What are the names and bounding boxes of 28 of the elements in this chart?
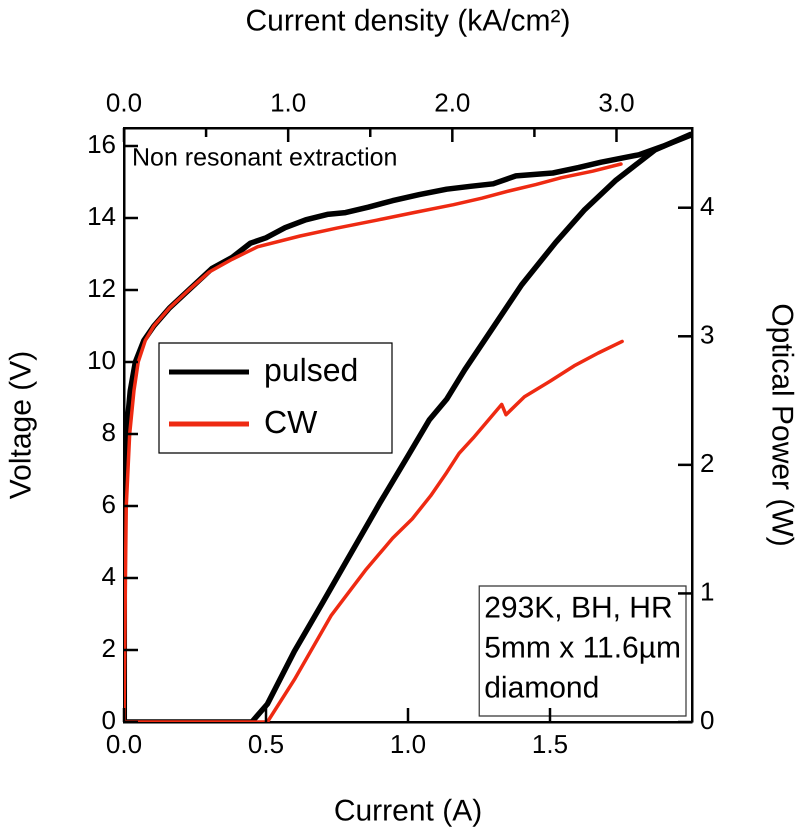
x2-tick-label: 0.0 bbox=[106, 88, 142, 118]
legend-label: pulsed bbox=[264, 352, 358, 388]
y-tick-label: 14 bbox=[87, 201, 116, 232]
x-tick-label: 0.5 bbox=[248, 728, 284, 759]
x2-axis-title: Current density (kA/cm²) bbox=[245, 4, 571, 38]
x2-tick-label: 3.0 bbox=[598, 88, 635, 118]
y2-axis-title: Optical Power (W) bbox=[766, 303, 799, 547]
annotation: Non resonant extraction bbox=[132, 143, 398, 172]
x2-tick-label: 2.0 bbox=[434, 88, 470, 118]
y-tick-label: 12 bbox=[87, 273, 116, 304]
y2-tick-label: 0 bbox=[700, 705, 714, 736]
y-tick-label: 6 bbox=[102, 489, 116, 520]
x-tick-label: 1.0 bbox=[390, 728, 426, 759]
x2-tick-label: 1.0 bbox=[270, 88, 306, 118]
y-tick-label: 2 bbox=[102, 633, 116, 664]
x-axis-title: Current (A) bbox=[334, 794, 482, 828]
y-axis-title: Voltage (V) bbox=[4, 350, 38, 500]
y2-tick-label: 3 bbox=[700, 319, 714, 350]
y2-tick-label: 1 bbox=[700, 576, 714, 607]
y-tick-label: 8 bbox=[102, 417, 116, 448]
y2-tick-label: 4 bbox=[700, 190, 714, 221]
y2-tick-label: 2 bbox=[700, 448, 714, 478]
legend-label: CW bbox=[264, 404, 318, 440]
y-tick-label: 16 bbox=[87, 129, 116, 160]
y-tick-label: 10 bbox=[87, 345, 116, 376]
y-tick-label: 4 bbox=[102, 561, 116, 592]
annotation: 293K, BH, HR 5mm x 11.6µm diamond bbox=[484, 591, 682, 704]
x-tick-label: 1.5 bbox=[532, 728, 568, 759]
